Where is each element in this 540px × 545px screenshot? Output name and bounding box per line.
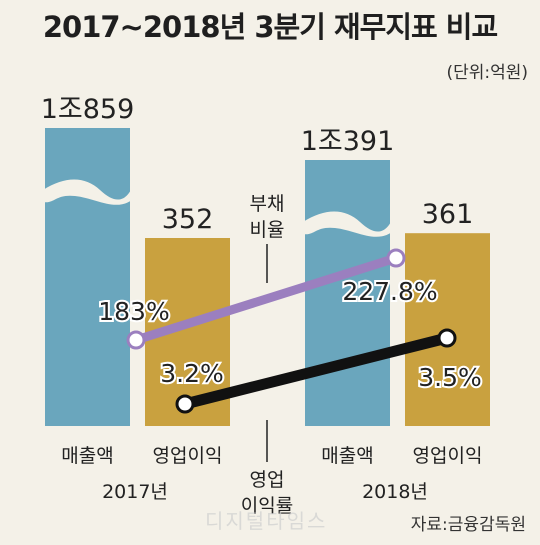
value-label-operating-profit-1: 352	[162, 204, 214, 235]
debt-ratio-line	[131, 253, 401, 345]
debt-ratio-label-line-2: 비율	[250, 219, 285, 241]
debt-ratio-value-2: 227.8%	[342, 277, 437, 306]
margin-value-1: 3.2%	[160, 359, 224, 388]
value-label-operating-profit-2: 361	[422, 199, 474, 230]
unit-label: (단위:억원)	[446, 63, 528, 83]
value-label-revenue-1: 1조859	[41, 94, 135, 125]
debt-ratio-point-2	[386, 248, 406, 268]
axis-break-2	[303, 211, 392, 237]
debt-ratio-point-1	[126, 330, 146, 350]
category-label-operating-profit-1: 영업이익	[153, 445, 223, 467]
margin-line	[179, 332, 453, 410]
watermark: 디지털타임스	[205, 509, 328, 533]
source-label: 자료:금융감독원	[410, 515, 526, 535]
category-label-operating-profit-2: 영업이익	[413, 445, 483, 467]
margin-value-2: 3.5%	[418, 363, 482, 392]
debt-ratio-label-line-1: 부채	[250, 193, 285, 215]
category-label-revenue-1: 매출액	[61, 445, 113, 467]
chart-title: 2017~2018년 3분기 재무지표 비교	[42, 10, 498, 44]
margin-point-1	[175, 394, 195, 414]
debt-ratio-value-1: 183%	[98, 297, 169, 326]
category-label-revenue-2: 매출액	[321, 445, 373, 467]
margin-point-2	[437, 328, 457, 348]
group-label-1: 2017년	[102, 481, 168, 503]
axis-break-1	[43, 179, 132, 205]
margin-label-line-1: 영업	[250, 469, 285, 491]
bar-revenue-2	[305, 160, 390, 426]
margin-label-line-2: 이익률	[241, 495, 293, 517]
bar-revenue-1	[45, 128, 130, 426]
group-label-2: 2018년	[362, 481, 428, 503]
value-label-revenue-2: 1조391	[301, 126, 395, 157]
